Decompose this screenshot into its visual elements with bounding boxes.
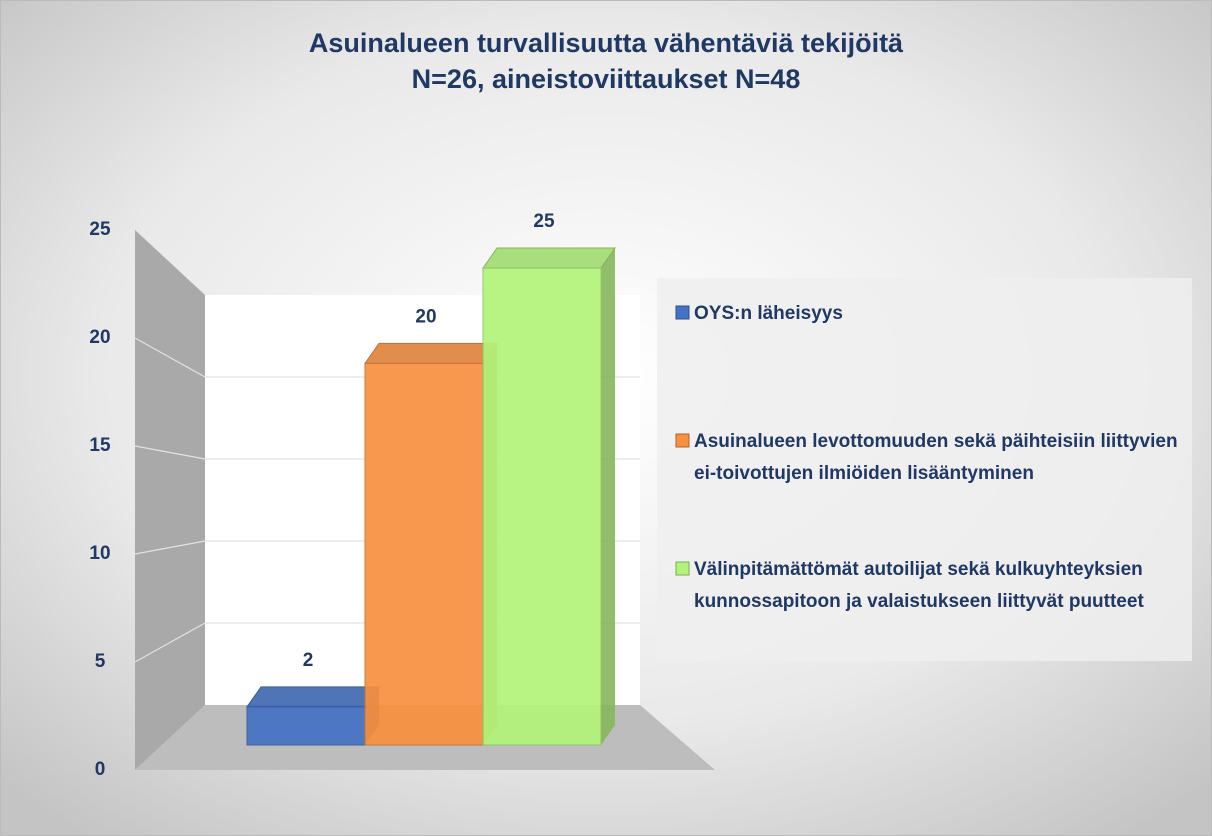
bar-top bbox=[364, 342, 498, 364]
legend-marker bbox=[675, 561, 690, 576]
y-tick-label: 0 bbox=[95, 759, 106, 780]
legend-entry: OYS:n läheisyys bbox=[694, 303, 843, 324]
data-label: 2 bbox=[303, 650, 314, 671]
data-label: 20 bbox=[415, 306, 436, 327]
chart-subtitle: N=26, aineistoviittaukset N=48 bbox=[412, 64, 801, 94]
y-tick-label: 20 bbox=[89, 327, 110, 348]
y-tick-label: 10 bbox=[89, 543, 110, 564]
bar-top bbox=[246, 686, 380, 708]
y-tick-label: 25 bbox=[89, 219, 111, 240]
legend-box bbox=[657, 278, 1192, 661]
y-tick-label: 5 bbox=[95, 651, 106, 672]
legend-label: Välinpitämättömät autoilijat sekä kulkuy… bbox=[694, 559, 1144, 612]
legend-label: OYS:n läheisyys bbox=[694, 303, 843, 324]
y-tick-label: 15 bbox=[89, 435, 111, 456]
side-wall bbox=[135, 230, 205, 770]
chart-title: Asuinalueen turvallisuutta vähentäviä te… bbox=[309, 28, 904, 58]
legend-entry: Asuinalueen levottomuuden sekä päihteisi… bbox=[694, 431, 1178, 484]
bar-top bbox=[482, 247, 616, 269]
legend-marker bbox=[675, 433, 690, 448]
legend-label: Asuinalueen levottomuuden sekä päihteisi… bbox=[694, 431, 1178, 484]
bar bbox=[482, 267, 602, 746]
legend-marker bbox=[675, 305, 690, 320]
bar bbox=[246, 706, 366, 746]
data-label: 25 bbox=[533, 211, 555, 232]
legend-entry: Välinpitämättömät autoilijat sekä kulkuy… bbox=[694, 559, 1144, 612]
bar bbox=[364, 362, 484, 746]
bar-side bbox=[601, 248, 615, 745]
